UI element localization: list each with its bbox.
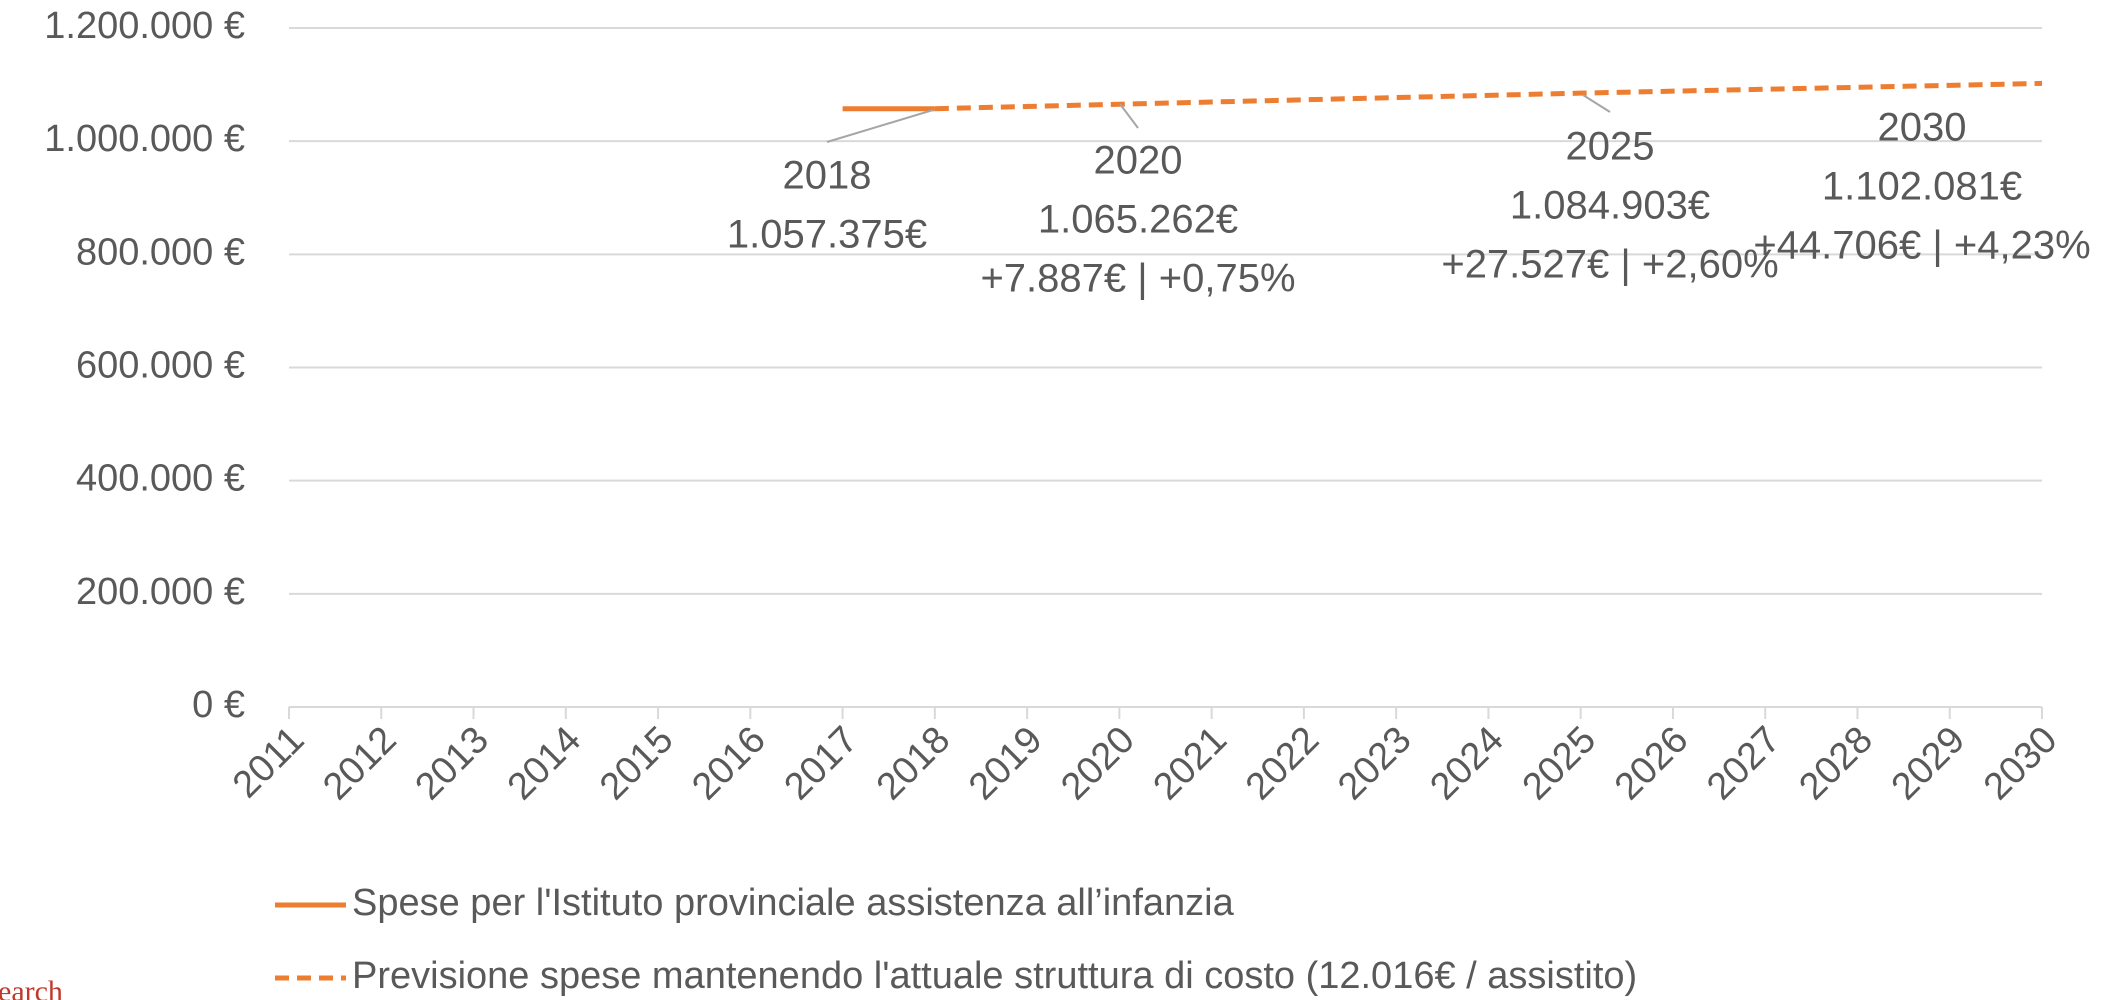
x-tick-label: 2019 [961,719,1050,808]
x-tick-label: 2030 [1976,719,2065,808]
x-tick-label: 2016 [684,719,773,808]
x-tick-label: 2029 [1884,719,1973,808]
annotation: +7.887€ | +0,75% [980,257,1295,301]
annotation: 1.084.903€ [1510,184,1710,228]
series-line [934,80,2043,112]
leader-line [1119,103,1139,129]
y-tick-label: 400.000 € [76,458,245,500]
x-tick-label: 2026 [1607,719,1696,808]
leader-line [1582,94,1611,113]
x-tick-label: 2013 [408,719,497,808]
x-tick-label: 2018 [869,719,958,808]
x-tick-label: 2017 [777,719,866,808]
x-tick-label: 2028 [1791,719,1880,808]
legend-label: Spese per l'Istituto provinciale assiste… [352,882,1235,924]
annotation: 1.057.375€ [727,213,927,257]
annotation: 2018 [783,154,872,198]
y-tick-label: 1.200.000 € [44,5,245,47]
y-tick-label: 0 € [192,684,245,726]
x-tick-label: 2024 [1422,719,1511,808]
annotation: +27.527€ | +2,60% [1441,243,1778,287]
x-tick-label: 2022 [1238,719,1327,808]
x-tick-label: 2023 [1330,719,1419,808]
annotation: 1.065.262€ [1038,198,1238,242]
y-tick-label: 1.000.000 € [44,118,245,160]
x-tick-label: 2025 [1515,719,1604,808]
y-tick-label: 600.000 € [76,345,245,387]
x-tick-label: 2015 [592,719,681,808]
x-tick-label: 2027 [1699,719,1788,808]
x-tick-label: 2014 [500,719,589,808]
annotation: +44.706€ | +4,23% [1753,224,2090,268]
y-tick-label: 200.000 € [76,571,245,613]
annotation: 2025 [1566,125,1655,169]
annotation: 1.102.081€ [1822,165,2022,209]
x-tick-label: 2011 [225,719,312,806]
annotation: 2030 [1878,106,1967,150]
source-fragment: earch [0,975,63,1000]
leader-line [826,109,934,143]
x-tick-label: 2021 [1146,719,1235,808]
x-tick-label: 2020 [1053,719,1142,808]
annotation: 2020 [1094,139,1183,183]
y-tick-label: 800.000 € [76,231,245,273]
x-tick-label: 2012 [315,719,404,808]
legend-label: Previsione spese mantenendo l'attuale st… [352,955,1637,997]
